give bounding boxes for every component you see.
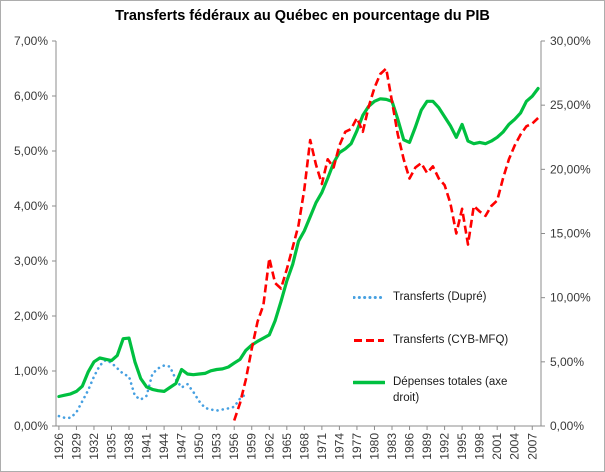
series-line-transferts-cyb-mfq xyxy=(232,67,539,421)
left-axis-tick-label: 6,00% xyxy=(14,89,48,103)
left-axis-tick-label: 2,00% xyxy=(14,309,48,323)
x-axis-tick-label: 1992 xyxy=(438,433,452,460)
dashed-line-swatch-icon xyxy=(353,337,385,344)
x-axis-tick-label: 1947 xyxy=(175,433,189,460)
x-axis-tick-label: 1938 xyxy=(122,433,136,460)
right-axis-tick-label: 20,00% xyxy=(550,162,591,176)
x-axis-tick-label: 1998 xyxy=(473,433,487,460)
dotted-line-swatch-icon xyxy=(353,294,385,301)
legend-item-transferts-dupre: Transferts (Dupré) xyxy=(353,290,553,306)
legend-item-transferts-cyb-mfq: Transferts (CYB-MFQ) xyxy=(353,333,553,349)
right-axis-tick-label: 15,00% xyxy=(550,227,591,241)
right-axis-tick-label: 25,00% xyxy=(550,98,591,112)
right-axis-tick-label: 10,00% xyxy=(550,291,591,305)
x-axis-tick-label: 1977 xyxy=(350,433,364,460)
right-axis-tick-label: 30,00% xyxy=(550,34,591,48)
series-line-depenses-totales xyxy=(57,86,540,399)
x-axis-tick-label: 1974 xyxy=(332,433,346,460)
solid-line-swatch-icon xyxy=(353,379,385,386)
left-axis-tick-label: 4,00% xyxy=(14,199,48,213)
x-axis-tick-label: 1965 xyxy=(280,433,294,460)
x-axis-tick-label: 1935 xyxy=(104,433,118,460)
right-axis-tick-label: 0,00% xyxy=(550,419,584,433)
x-axis-tick-label: 1926 xyxy=(52,433,66,460)
legend-label: Transferts (CYB-MFQ) xyxy=(393,333,509,346)
right-axis-tick-label: 5,00% xyxy=(550,355,584,369)
left-axis-tick-label: 3,00% xyxy=(14,254,48,268)
x-axis-tick-label: 1950 xyxy=(192,433,206,460)
legend: Transferts (Dupré) Transferts (CYB-MFQ) … xyxy=(353,290,553,406)
x-axis-tick-label: 1959 xyxy=(245,433,259,460)
left-axis-tick-label: 7,00% xyxy=(14,34,48,48)
x-axis-tick-label: 1989 xyxy=(420,433,434,460)
legend-label: Transferts (Dupré) xyxy=(393,291,487,303)
x-axis-tick-label: 1941 xyxy=(140,433,154,460)
x-axis-tick-label: 1986 xyxy=(403,433,417,460)
legend-label: Dépenses totales (axe droit) xyxy=(393,376,508,404)
x-axis-tick-label: 1944 xyxy=(157,433,171,460)
x-axis-tick-label: 1995 xyxy=(455,433,469,460)
x-axis-tick-label: 1971 xyxy=(315,433,329,460)
x-axis-tick-label: 1983 xyxy=(385,433,399,460)
x-axis-tick-label: 1962 xyxy=(262,433,276,460)
left-axis-tick-label: 5,00% xyxy=(14,144,48,158)
x-axis-tick-label: 1953 xyxy=(210,433,224,460)
x-axis-tick-label: 2004 xyxy=(508,433,522,460)
legend-item-depenses-totales: Dépenses totales (axe droit) xyxy=(353,375,553,406)
x-axis-tick-label: 2001 xyxy=(490,433,504,460)
left-axis-tick-label: 0,00% xyxy=(14,419,48,433)
left-axis-tick-label: 1,00% xyxy=(14,364,48,378)
chart-title: Transferts fédéraux au Québec en pourcen… xyxy=(115,8,490,24)
x-axis-tick-label: 2007 xyxy=(525,433,539,460)
x-axis-tick-label: 1929 xyxy=(69,433,83,460)
x-axis-tick-label: 1980 xyxy=(367,433,381,460)
x-axis-tick-label: 1932 xyxy=(87,433,101,460)
x-axis-tick-label: 1968 xyxy=(297,433,311,460)
x-axis-tick-label: 1956 xyxy=(227,433,241,460)
